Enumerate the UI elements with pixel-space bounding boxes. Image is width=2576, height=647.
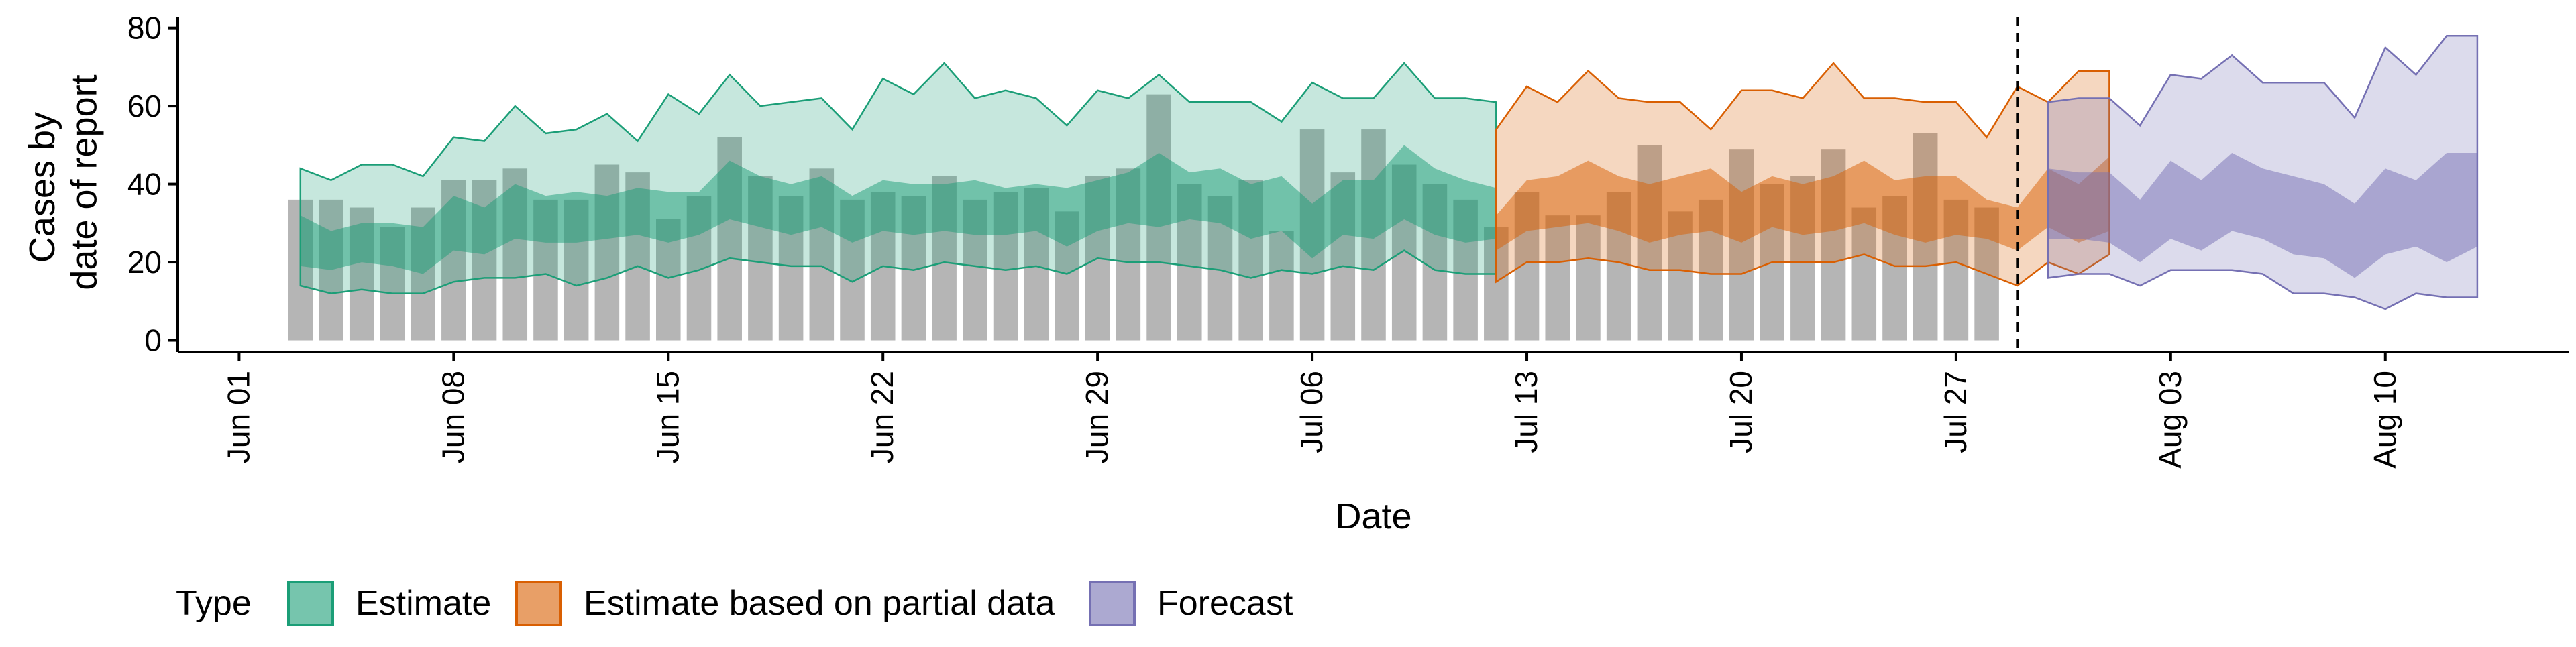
- y-tick-label: 0: [144, 323, 162, 358]
- ribbon-50: [1496, 156, 2110, 251]
- y-tick-label: 40: [127, 167, 162, 202]
- y-axis-title-line-1: Cases by: [22, 112, 62, 263]
- bar: [1851, 207, 1877, 341]
- bar: [319, 199, 343, 341]
- series-estimate: [299, 62, 1497, 294]
- legend-items: Estimate Estimate based on partial data Fo…: [287, 581, 1293, 626]
- x-tick-label: Jun 29: [1079, 371, 1114, 463]
- y-tick-label: 20: [127, 245, 162, 280]
- series-estimate-based-on-partial-data: [1495, 62, 2110, 287]
- x-tick-label: Jul 13: [1509, 371, 1544, 453]
- bar: [1269, 231, 1294, 341]
- ribbon-90: [299, 62, 1497, 294]
- bar: [1729, 149, 1754, 341]
- y-axis-title: Cases by date of report: [22, 74, 104, 290]
- legend-label: Estimate: [356, 584, 491, 623]
- bar: [1545, 215, 1570, 341]
- y-axis-title-line-2: date of report: [64, 74, 104, 290]
- legend-swatch: [1089, 581, 1136, 626]
- axes-layer: 0 20 40 60 80 Jun 01 Jun 08 Jun 15 Jun 22 Jun 29…: [127, 11, 2569, 469]
- legend-title: Type: [176, 584, 252, 623]
- x-tick-label: Jun 08: [435, 371, 470, 463]
- y-tick-label: 60: [127, 89, 162, 123]
- legend-label: Forecast: [1157, 584, 1293, 623]
- legend-swatch: [515, 581, 562, 626]
- legend-swatch: [287, 581, 334, 626]
- x-axis-title: Date: [1335, 496, 1411, 536]
- legend-item-forecast: Forecast: [1089, 581, 1293, 626]
- ribbon-50: [2048, 153, 2477, 278]
- x-tick-label: Jul 20: [1723, 371, 1758, 453]
- legend-item-estimate: Estimate: [287, 581, 491, 626]
- x-tick-label: Jun 01: [221, 371, 256, 463]
- bar: [1576, 215, 1601, 341]
- x-tick-label: Jun 22: [865, 371, 900, 463]
- ribbons-layer: [299, 35, 2479, 310]
- x-tick-label: Aug 10: [2367, 371, 2402, 469]
- x-ticks: Jun 01 Jun 08 Jun 15 Jun 22 Jun 29 Jul 06 Jul …: [221, 352, 2402, 469]
- x-tick-label: Aug 03: [2153, 371, 2188, 469]
- bar: [1637, 145, 1662, 341]
- legend-item-estimate-based-on-partial-data: Estimate based on partial data: [515, 581, 1055, 626]
- legend: Type Estimate Estimate based on partial d…: [176, 581, 1293, 626]
- x-tick-label: Jul 06: [1294, 371, 1329, 453]
- bars-layer: [288, 94, 1999, 341]
- x-tick-label: Jun 15: [650, 371, 685, 463]
- legend-label: Estimate based on partial data: [584, 584, 1055, 623]
- series-forecast: [2047, 35, 2479, 310]
- y-ticks: 0 20 40 60 80: [127, 11, 178, 358]
- y-tick-label: 80: [127, 11, 162, 46]
- ribbon-50: [300, 145, 1497, 274]
- x-tick-label: Jul 27: [1938, 371, 1973, 453]
